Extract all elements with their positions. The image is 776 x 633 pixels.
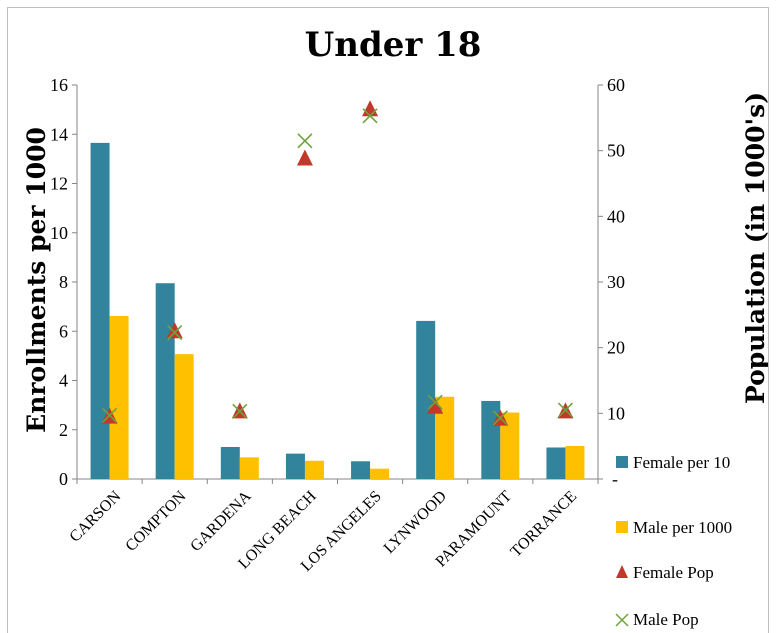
bar-female-per-10 xyxy=(351,461,371,479)
y2-tick-label: 30 xyxy=(607,272,625,292)
male-pop-marker-stroke xyxy=(427,394,443,410)
legend-swatch xyxy=(616,565,628,578)
legend-swatch-stroke xyxy=(615,613,629,627)
bar-female-per-10 xyxy=(220,446,240,479)
y-tick-label: 14 xyxy=(50,124,68,144)
legend-label: Female Pop xyxy=(633,563,714,582)
y-tick-label: 6 xyxy=(59,321,68,341)
male-pop-marker xyxy=(427,394,443,410)
female-pop-marker xyxy=(296,149,313,166)
bar-female-per-10 xyxy=(285,453,305,479)
female-pop-marker xyxy=(362,100,379,117)
bar-male-per-1000 xyxy=(435,396,455,479)
y-axis-title: Enrollments per 1000 xyxy=(22,127,51,433)
legend-label: Male Pop xyxy=(633,610,699,629)
chart-title: Under 18 xyxy=(305,25,482,65)
male-pop-marker xyxy=(557,402,574,418)
female-pop-marker xyxy=(166,322,183,339)
x-category-label: GARDENA xyxy=(187,487,255,555)
y2-tick-label: 50 xyxy=(607,141,625,161)
y2-tick-label: 10 xyxy=(607,403,625,423)
bar-female-per-10 xyxy=(155,283,175,479)
bar-male-per-1000 xyxy=(304,460,324,479)
plot-area: 0 2 4 6 8 10 12 14 16 - 10 20 30 40 50 60 CARSONCOMPTONG… xyxy=(50,75,625,575)
y2-tick-label: 40 xyxy=(607,206,625,226)
y2-tick-label: - xyxy=(612,469,618,489)
x-category-label: LYNWOOD xyxy=(381,488,450,557)
legend-swatch xyxy=(616,456,628,468)
bar-female-per-10 xyxy=(546,447,566,479)
male-pop-marker-stroke xyxy=(101,407,118,423)
y2-axis-title: Population (in 1000's) xyxy=(741,92,769,404)
bar-male-per-1000 xyxy=(500,412,520,479)
male-pop-marker-stroke xyxy=(362,108,378,124)
male-pop-marker xyxy=(232,403,248,419)
chart-svg: Under 18 Enrollments per 1000 Population… xyxy=(22,25,769,629)
x-category-label: CARSON xyxy=(66,487,124,545)
y-tick-label: 16 xyxy=(50,75,68,95)
y2-tick-label: 60 xyxy=(607,75,625,95)
male-pop-marker-stroke xyxy=(167,324,183,341)
bar-male-per-1000 xyxy=(174,354,194,479)
bar-female-per-10 xyxy=(416,320,436,479)
y-tick-label: 4 xyxy=(59,371,68,391)
male-pop-marker-stroke xyxy=(557,402,574,418)
y-tick-label: 10 xyxy=(50,223,68,243)
legend-label: Female per 10 xyxy=(633,453,730,472)
male-pop-marker xyxy=(101,407,118,423)
legend-label: Male per 1000 xyxy=(633,518,732,537)
bar-male-per-1000 xyxy=(565,446,585,479)
male-pop-marker xyxy=(362,108,378,124)
male-pop-marker-stroke xyxy=(297,133,313,149)
y-tick-label: 8 xyxy=(59,272,68,292)
bar-male-per-1000 xyxy=(370,468,390,479)
y-tick-label: 2 xyxy=(59,420,68,440)
legend: Female per 10 Male per 1000 Female Pop Male… xyxy=(615,453,732,629)
male-pop-marker xyxy=(297,133,313,149)
legend-swatch xyxy=(615,613,629,627)
y-tick-label: 0 xyxy=(59,469,68,489)
y-tick-label: 12 xyxy=(50,174,68,194)
bar-female-per-10 xyxy=(90,142,110,479)
male-pop-marker-stroke xyxy=(232,403,248,419)
male-pop-marker xyxy=(492,410,508,426)
male-pop-marker xyxy=(167,324,183,341)
bar-female-per-10 xyxy=(481,400,501,479)
x-category-label: COMPTON xyxy=(122,487,189,554)
bar-male-per-1000 xyxy=(109,315,129,479)
male-pop-marker-stroke xyxy=(492,410,508,426)
y2-tick-label: 20 xyxy=(607,338,625,358)
bar-male-per-1000 xyxy=(239,457,259,479)
legend-swatch xyxy=(616,521,628,533)
chart-frame: Under 18 Enrollments per 1000 Population… xyxy=(7,7,769,633)
female-pop-marker xyxy=(427,397,444,414)
x-category-label: TORRANCE xyxy=(507,488,580,561)
